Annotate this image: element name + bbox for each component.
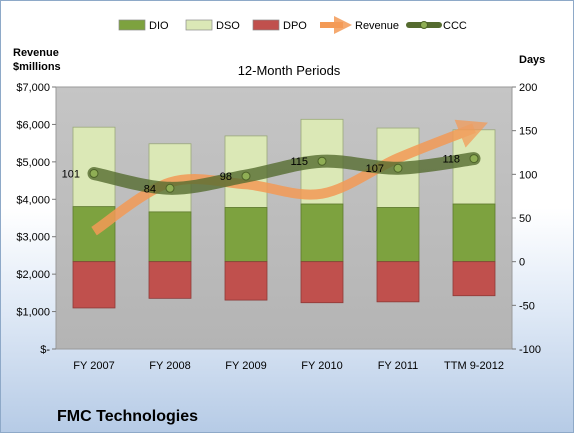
legend-swatch-dpo [252,19,280,31]
left-tick-label: $3,000 [16,232,50,244]
ccc-point [165,183,175,193]
company-name: FMC Technologies [57,408,198,425]
bar-dio [376,207,420,263]
right-tick-label: 50 [519,213,531,225]
ccc-point [241,171,251,181]
left-tick-label: $7,000 [16,82,50,94]
bar-dpo [148,261,192,299]
ccc-point [469,154,479,164]
left-axis: $- $1,000 $2,000 $3,000 $4,000 $5,000 $6,000 $7… [16,82,56,356]
right-tick-label: 100 [519,169,537,181]
legend-label-dpo: DPO [283,20,307,32]
right-tick-label: 200 [519,82,537,94]
bar-dpo [376,261,420,303]
bars-layer [72,118,496,309]
left-tick-label: $- [40,344,50,356]
bar-dio [224,207,268,263]
left-tick-label: $6,000 [16,119,50,131]
bar-dio [452,203,496,263]
ccc-data-label: 101 [62,168,80,180]
x-tick-label: FY 2011 [378,360,419,372]
x-axis: FY 2007 FY 2008 FY 2009 FY 2010 FY 2011 TTM 9… [73,360,504,372]
left-tick-label: $4,000 [16,194,50,206]
x-tick-label: FY 2007 [73,360,114,372]
plot-area [55,86,513,350]
ccc-data-label: 84 [144,183,156,195]
left-tick-label: $2,000 [16,269,50,281]
ccc-line [87,152,481,195]
ccc-data-label: 107 [366,163,384,175]
left-tick-label: $5,000 [16,157,50,169]
bar-dso [72,126,116,208]
right-tick-label: -50 [519,300,535,312]
bar-dpo [72,261,116,309]
bar-dpo [452,261,496,297]
right-tick-label: 150 [519,126,537,138]
legend-swatch-dio [118,19,146,31]
left-axis-label-line2: $millions [13,61,61,73]
legend-label-ccc: CCC [443,20,467,32]
right-axis: -100 -50 0 50 100 150 200 [512,82,541,356]
x-tick-label: TTM 9-2012 [444,360,504,372]
legend-swatch-dso [185,19,213,31]
right-tick-label: -100 [519,344,541,356]
x-tick-label: FY 2009 [225,360,266,372]
legend-label-revenue: Revenue [355,20,399,32]
left-axis-label-line1: Revenue [13,47,59,59]
ccc-point [317,156,327,166]
legend: DIO DSO DPO Revenue CCC [118,16,467,34]
x-tick-label: FY 2008 [149,360,190,372]
left-tick-label: $1,000 [16,307,50,319]
ccc-data-label: 118 [442,154,460,166]
legend-marker-ccc [420,21,428,29]
x-tick-label: FY 2010 [301,360,342,372]
bar-dio [148,211,192,263]
bar-dpo [224,261,268,301]
right-axis-label: Days [519,54,545,66]
chart-title: 12-Month Periods [238,63,341,78]
bar-dio [300,203,344,263]
ccc-point [393,163,403,173]
legend-label-dso: DSO [216,20,240,32]
ccc-data-label: 98 [220,171,232,183]
bar-dpo [300,261,344,304]
legend-label-dio: DIO [149,20,169,32]
lines-layer: 101 84 98 115 107 118 [62,119,488,236]
ccc-data-label: 115 [290,156,308,168]
right-tick-label: 0 [519,257,525,269]
ccc-point [89,168,99,178]
